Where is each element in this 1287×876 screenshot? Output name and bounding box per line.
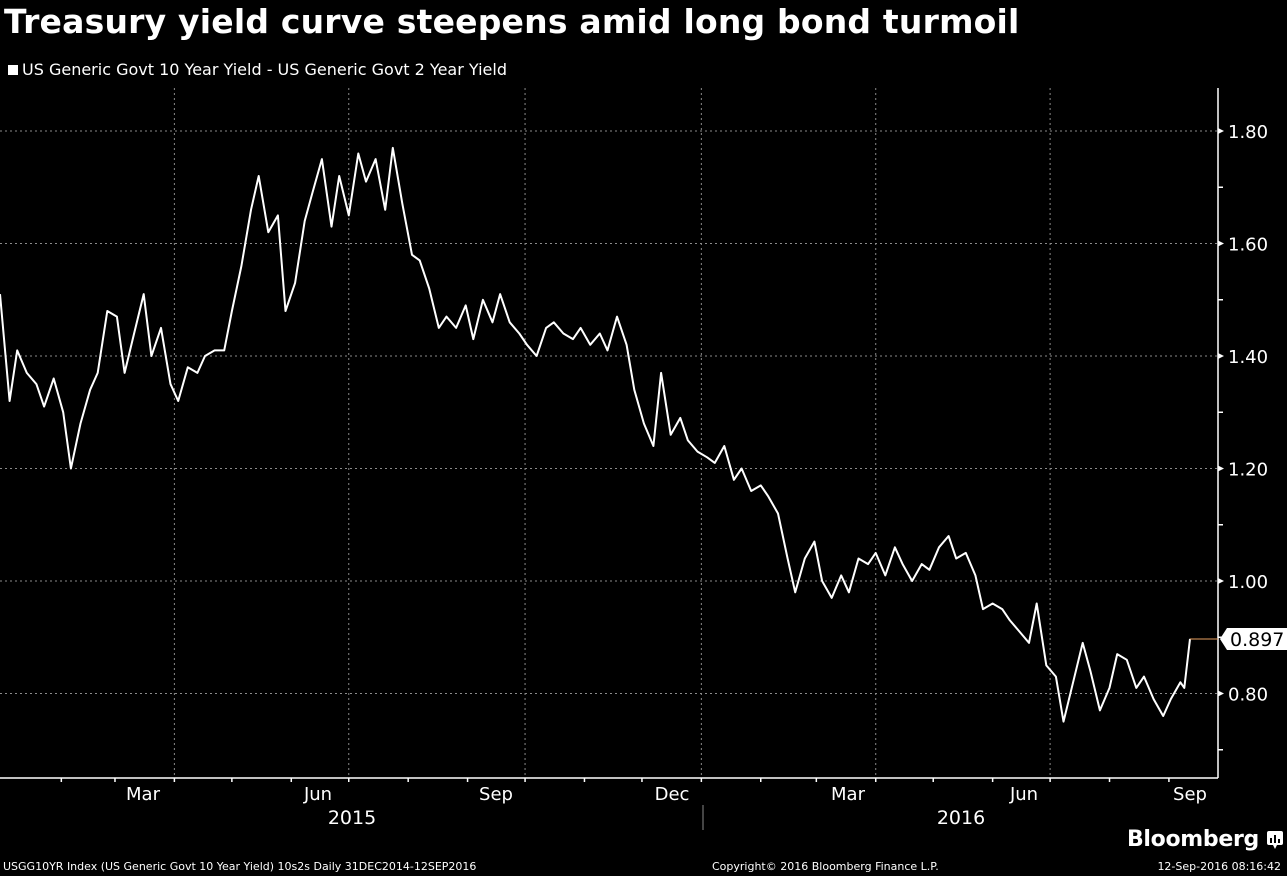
last-value-text: 0.897 <box>1230 629 1284 651</box>
svg-text:1.00: 1.00 <box>1228 572 1268 593</box>
footer-copyright: Copyright© 2016 Bloomberg Finance L.P. <box>712 860 939 873</box>
svg-text:2015: 2015 <box>328 807 376 829</box>
series-line <box>0 146 1191 723</box>
svg-text:1.80: 1.80 <box>1228 122 1268 143</box>
bloomberg-chart-icon <box>1267 830 1283 849</box>
gridlines <box>0 88 1218 778</box>
svg-text:Mar: Mar <box>831 784 866 805</box>
y-axis-labels: 1.80 1.60 1.40 1.20 1.00 0.80 <box>1218 122 1268 706</box>
legend-swatch <box>8 64 18 75</box>
svg-text:Mar: Mar <box>126 784 161 805</box>
brand-name: Bloomberg <box>1126 827 1259 852</box>
svg-text:Jun: Jun <box>303 784 332 805</box>
svg-text:1.20: 1.20 <box>1228 460 1268 481</box>
last-value-badge: 0.897 <box>1220 627 1287 651</box>
legend: US Generic Govt 10 Year Yield - US Gener… <box>8 60 507 79</box>
svg-text:1.60: 1.60 <box>1228 235 1268 256</box>
svg-text:Sep: Sep <box>1173 784 1207 805</box>
axes <box>0 88 1223 830</box>
svg-text:Sep: Sep <box>479 784 513 805</box>
svg-text:0.80: 0.80 <box>1228 685 1268 706</box>
bloomberg-brand: Bloomberg <box>1127 827 1283 852</box>
x-axis-labels: Mar Jun Sep Dec Mar Jun Sep 2015 2016 <box>126 784 1207 829</box>
chart-title: Treasury yield curve steepens amid long … <box>4 2 1020 41</box>
footer-source: USGG10YR Index (US Generic Govt 10 Year … <box>3 860 477 873</box>
svg-text:2016: 2016 <box>937 807 985 829</box>
svg-text:1.40: 1.40 <box>1228 347 1268 368</box>
svg-text:Dec: Dec <box>655 784 690 805</box>
legend-label: US Generic Govt 10 Year Yield - US Gener… <box>22 60 507 79</box>
footer-timestamp: 12-Sep-2016 08:16:42 <box>1157 860 1281 873</box>
svg-text:Jun: Jun <box>1009 784 1038 805</box>
